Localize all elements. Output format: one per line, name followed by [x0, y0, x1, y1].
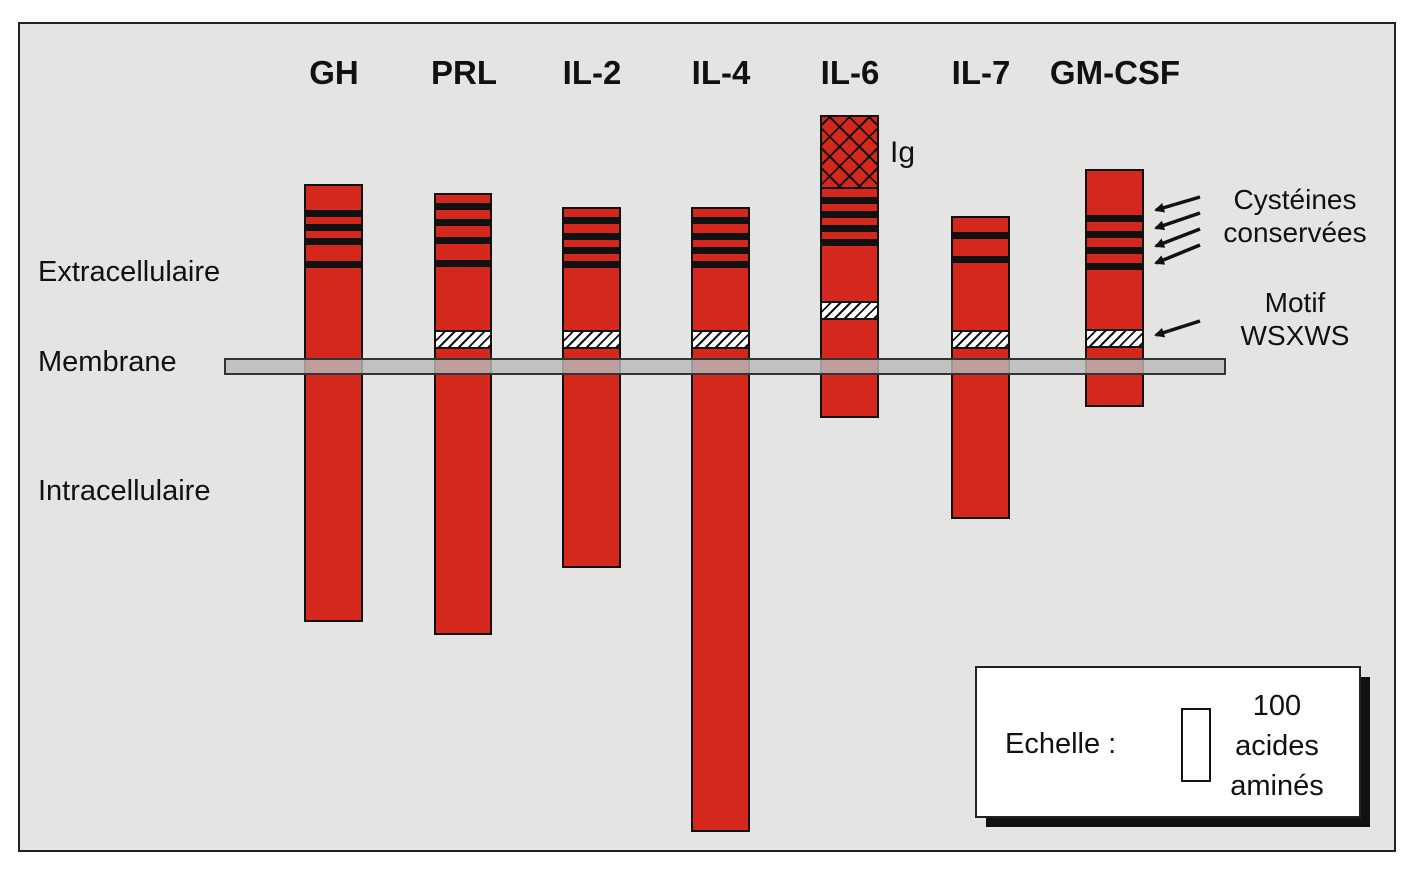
- cysteine-stripe: [822, 211, 877, 218]
- cysteine-stripe: [953, 232, 1008, 239]
- cysteine-arrow: [1154, 227, 1201, 248]
- cysteine-arrow: [1154, 243, 1201, 265]
- wsxws-motif: [822, 301, 877, 320]
- receptor-bar-il4: [691, 207, 750, 832]
- motif-label: Motif WSXWS: [1240, 287, 1350, 351]
- wsxws-motif: [953, 330, 1008, 349]
- column-label-il6: IL-6: [820, 54, 880, 91]
- cysteine-stripe: [1087, 231, 1142, 238]
- column-label-il7: IL-7: [951, 54, 1011, 91]
- cysteine-stripe: [693, 233, 748, 240]
- wsxws-motif: [1087, 329, 1142, 348]
- cysteines-label: Cystéines conservées: [1223, 184, 1367, 248]
- scale-bar: [1181, 708, 1211, 782]
- cysteine-arrow: [1154, 195, 1201, 213]
- scale-legend: Echelle : 100 acides aminés: [975, 666, 1361, 818]
- intracellular-label: Intracellulaire: [38, 475, 211, 507]
- scale-text: 100 acides aminés: [1230, 690, 1324, 802]
- membrane-band: [224, 358, 1226, 375]
- cysteine-stripe: [564, 233, 619, 240]
- scale-label: Echelle :: [1005, 728, 1117, 760]
- cysteine-stripe: [693, 217, 748, 224]
- ig-domain: [822, 117, 877, 189]
- cysteine-stripe: [822, 225, 877, 232]
- column-label-il4: IL-4: [691, 54, 751, 91]
- receptor-bar-prl: [434, 193, 492, 635]
- extracellular-label: Extracellulaire: [38, 256, 221, 288]
- cysteine-stripe: [822, 197, 877, 204]
- cysteine-stripe: [306, 210, 361, 217]
- cysteine-stripe: [564, 261, 619, 268]
- receptor-bar-gh: [304, 184, 363, 622]
- cysteine-stripe: [1087, 263, 1142, 270]
- cysteine-stripe: [822, 239, 877, 246]
- membrane-label: Membrane: [38, 346, 177, 378]
- column-label-gh: GH: [309, 54, 359, 91]
- cysteine-stripe: [436, 260, 490, 267]
- cysteine-stripe: [436, 219, 490, 226]
- cysteine-stripe: [564, 217, 619, 224]
- cysteine-stripe: [693, 247, 748, 254]
- column-label-il2: IL-2: [562, 54, 622, 91]
- cysteine-stripe: [306, 224, 361, 231]
- cysteine-stripe: [306, 261, 361, 268]
- wsxws-motif: [436, 330, 490, 349]
- cysteine-stripe: [564, 247, 619, 254]
- receptor-bar-il2: [562, 207, 621, 568]
- cysteine-stripe: [693, 261, 748, 268]
- cysteine-stripe: [1087, 215, 1142, 222]
- cysteine-stripe: [306, 238, 361, 245]
- wsxws-motif: [564, 330, 619, 349]
- cysteine-stripe: [436, 203, 490, 210]
- column-label-gmcsf: GM-CSF: [1049, 54, 1181, 91]
- cysteine-stripe: [953, 256, 1008, 263]
- column-label-prl: PRL: [431, 54, 497, 91]
- cysteine-arrow: [1154, 211, 1201, 231]
- wsxws-motif: [693, 330, 748, 349]
- motif-arrow: [1154, 319, 1201, 338]
- cysteine-stripe: [1087, 247, 1142, 254]
- ig-label: Ig: [890, 136, 916, 169]
- cysteine-stripe: [436, 237, 490, 244]
